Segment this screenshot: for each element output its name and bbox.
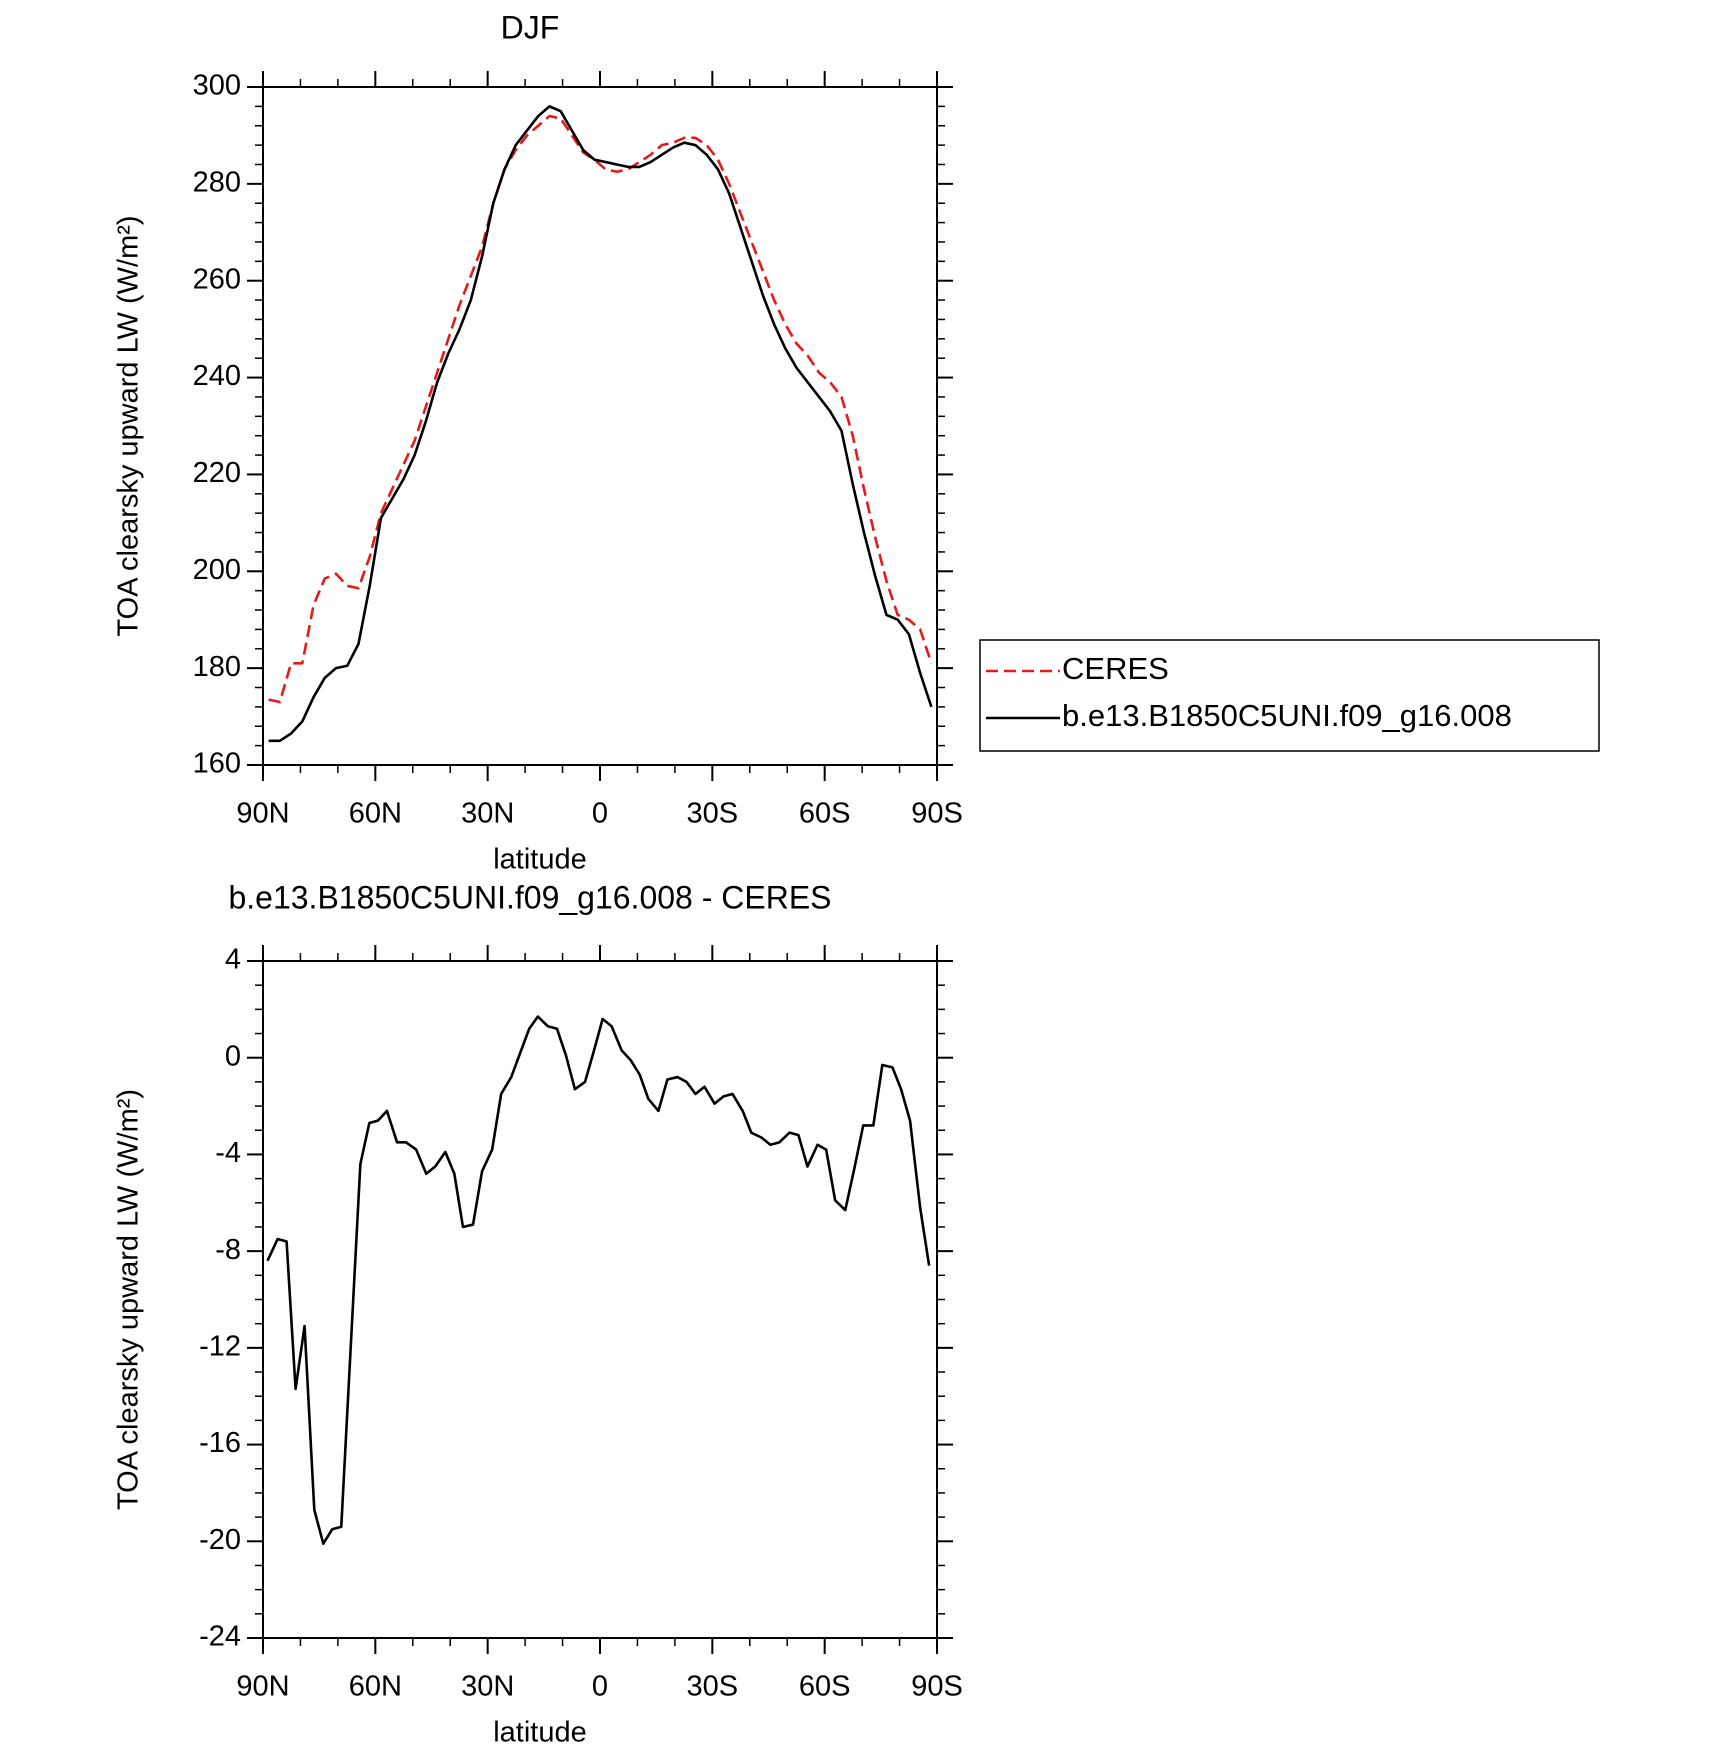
y-tick-label: 220 bbox=[193, 457, 241, 489]
y-tick-label: -8 bbox=[215, 1234, 241, 1266]
y-tick-label: 280 bbox=[193, 167, 241, 199]
x-tick-label: 30N bbox=[461, 1671, 514, 1703]
x-tick-label: 0 bbox=[592, 798, 608, 830]
plot-frame bbox=[262, 960, 938, 1639]
x-tick-label: 90N bbox=[236, 1671, 289, 1703]
x-tick-label: 60N bbox=[349, 798, 402, 830]
x-tick-label: 60S bbox=[799, 1671, 851, 1703]
legend: CERES b.e13.B1850C5UNI.f09_g16.008 bbox=[979, 639, 1600, 752]
chart-title: DJF bbox=[501, 9, 560, 45]
legend-label: CERES bbox=[1062, 651, 1169, 686]
plot-frame bbox=[262, 86, 938, 766]
data-line bbox=[268, 105, 933, 743]
y-tick-label: 4 bbox=[225, 944, 241, 976]
data-line bbox=[266, 1015, 931, 1545]
y-tick-label: 200 bbox=[193, 554, 241, 586]
x-tick-label: 30S bbox=[687, 1671, 739, 1703]
x-tick-label: 0 bbox=[592, 1671, 608, 1703]
x-tick-label: 30S bbox=[687, 798, 739, 830]
legend-box bbox=[979, 639, 1600, 752]
x-tick-label: 30N bbox=[461, 798, 514, 830]
y-tick-label: -12 bbox=[199, 1331, 241, 1363]
y-axis-label: TOA clearsky upward LW (W/m²) bbox=[113, 1089, 145, 1510]
y-tick-label: -4 bbox=[215, 1137, 241, 1169]
y-tick-label: 160 bbox=[193, 748, 241, 780]
x-axis-label: latitude bbox=[493, 844, 587, 876]
chart-title: b.e13.B1850C5UNI.f09_g16.008 - CERES bbox=[228, 879, 831, 915]
legend-label: b.e13.B1850C5UNI.f09_g16.008 bbox=[1062, 698, 1512, 733]
x-tick-label: 90S bbox=[911, 1671, 963, 1703]
y-tick-label: -24 bbox=[199, 1621, 241, 1653]
y-tick-label: 300 bbox=[193, 70, 241, 102]
data-line bbox=[268, 114, 933, 704]
x-axis-label: latitude bbox=[493, 1717, 587, 1749]
x-tick-label: 90S bbox=[911, 798, 963, 830]
y-tick-label: 240 bbox=[193, 360, 241, 392]
y-tick-label: -16 bbox=[199, 1427, 241, 1459]
y-tick-label: 0 bbox=[225, 1040, 241, 1072]
x-tick-label: 60N bbox=[349, 1671, 402, 1703]
x-tick-label: 90N bbox=[236, 798, 289, 830]
x-tick-label: 60S bbox=[799, 798, 851, 830]
y-tick-label: 260 bbox=[193, 263, 241, 295]
y-axis-label: TOA clearsky upward LW (W/m²) bbox=[113, 215, 145, 636]
y-tick-label: -20 bbox=[199, 1524, 241, 1556]
y-tick-label: 180 bbox=[193, 651, 241, 683]
